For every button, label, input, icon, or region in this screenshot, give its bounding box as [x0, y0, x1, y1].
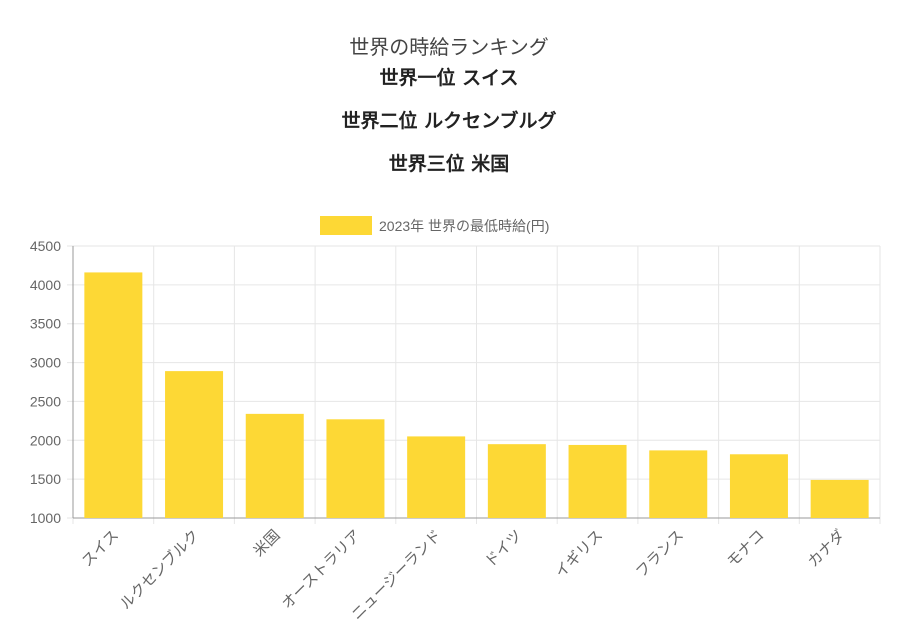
- x-tick-label: ルクセンブルク: [116, 526, 203, 613]
- legend-label: 2023年 世界の最低時給(円): [379, 218, 549, 234]
- bar: [810, 479, 869, 518]
- bar: [84, 272, 143, 518]
- bar: [649, 450, 708, 518]
- y-tick-label: 1500: [30, 471, 61, 487]
- bar: [326, 419, 385, 518]
- bar: [165, 371, 224, 518]
- y-tick-label: 1000: [30, 510, 61, 526]
- x-tick-label: イギリス: [552, 527, 606, 581]
- ranking-second: 世界二位 ルクセンブルグ: [341, 110, 557, 132]
- x-tick-label: ニュージーランド: [348, 527, 445, 624]
- y-tick-label: 4500: [30, 238, 61, 254]
- y-tick-label: 2500: [30, 393, 61, 409]
- y-tick-label: 2000: [30, 432, 61, 448]
- ranking-third: 世界三位 米国: [388, 153, 510, 175]
- y-tick-label: 3000: [30, 355, 61, 371]
- page-title: 世界の時給ランキング: [349, 35, 549, 60]
- ranking-first: 世界一位 スイス: [379, 67, 519, 89]
- bar: [729, 454, 788, 518]
- x-tick-label: オーストラリア: [279, 527, 365, 613]
- bar: [487, 444, 546, 518]
- x-tick-label: モナコ: [724, 527, 768, 571]
- bar: [407, 436, 466, 518]
- x-tick-label: ドイツ: [482, 527, 526, 571]
- x-tick-label: 米国: [250, 527, 283, 560]
- bar: [245, 413, 304, 518]
- y-tick-label: 3500: [30, 316, 61, 332]
- legend-swatch: [320, 216, 372, 235]
- bar: [568, 444, 627, 518]
- x-tick-label: カナダ: [805, 527, 849, 571]
- y-tick-label: 4000: [30, 277, 61, 293]
- x-tick-label: フランス: [633, 527, 687, 581]
- x-tick-label: スイス: [79, 527, 123, 571]
